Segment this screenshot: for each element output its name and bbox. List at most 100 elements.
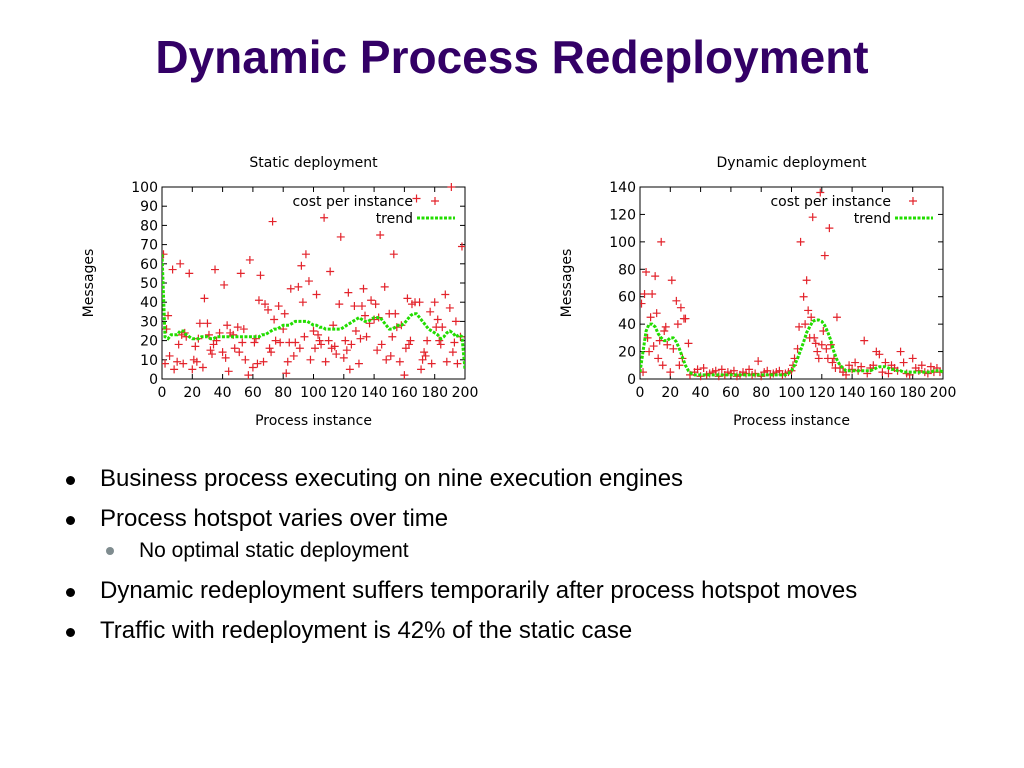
data-point [851,358,860,367]
data-point [220,280,229,289]
data-point [376,231,385,239]
data-point [170,365,179,374]
data-point [206,346,215,355]
data-point [314,330,323,339]
legend-label-points: cost per instance [770,194,891,210]
data-point [406,336,415,345]
data-point [814,354,823,363]
data-point [427,359,436,368]
sub-bullet-text: No optimal static deployment [139,539,409,562]
data-point [326,267,335,276]
trend-line [640,318,943,377]
data-point [339,353,348,362]
data-point [908,354,917,363]
x-tick-label: 200 [452,385,479,401]
data-point [200,294,209,303]
data-point [239,325,248,334]
data-point [221,353,230,362]
data-point [711,366,720,375]
data-point [207,350,216,359]
bullet-item: Dynamic redeployment suffers temporarily… [62,576,982,606]
data-point [917,361,926,370]
data-point [453,359,462,368]
data-point [342,346,351,355]
data-point [860,336,869,345]
data-point [250,338,259,347]
data-point [350,302,359,311]
y-tick-label: 20 [140,334,158,350]
data-point [359,284,368,293]
data-point [643,333,652,342]
data-point [875,350,884,359]
data-point [304,277,313,286]
x-tick-label: 80 [274,385,292,401]
data-point [808,213,817,222]
data-point [395,357,404,366]
data-point [306,355,315,364]
data-point [660,327,669,335]
data-point [380,282,389,291]
chart-title: Dynamic deployment [717,155,867,171]
data-point [286,284,295,293]
data-point [173,357,182,366]
data-point [412,194,421,203]
data-point [356,334,365,343]
x-tick-label: 60 [244,385,262,401]
data-point [658,361,667,370]
data-point [373,346,382,355]
data-point [185,269,194,278]
data-point [354,359,363,368]
data-point [241,355,250,364]
data-point [810,333,819,342]
data-point [330,342,339,351]
data-point [845,361,854,370]
data-point [174,340,183,349]
data-point [176,259,185,268]
data-point [191,342,200,351]
data-point [291,338,300,347]
data-point [693,365,702,374]
data-point [195,319,204,328]
legend-label-points: cost per instance [292,194,413,210]
y-tick-label: 80 [140,218,158,234]
data-point [699,364,708,373]
sub-bullet-item: No optimal static deployment [62,538,982,564]
data-point [445,303,454,312]
data-point [203,319,212,328]
data-point [642,268,651,277]
data-point [357,302,366,311]
data-point [324,336,333,345]
bullet-text: Business process executing on nine execu… [100,465,684,492]
plot-area [162,183,465,380]
data-point [282,369,291,378]
bullet-dot-icon [66,516,75,525]
data-point [362,332,371,341]
data-point [192,357,201,366]
data-point [648,289,657,298]
x-tick-label: 0 [636,385,645,401]
data-point [361,311,370,320]
data-point [681,314,690,323]
x-tick-label: 40 [214,385,232,401]
x-tick-label: 100 [300,385,327,401]
data-point [745,365,754,374]
data-point [825,224,834,233]
data-point [804,306,813,315]
x-tick-label: 120 [808,385,835,401]
data-point [667,276,676,285]
data-point [256,271,265,280]
data-point [436,340,445,349]
data-point [813,347,822,356]
plot-frame [639,186,944,380]
data-point [297,261,306,270]
data-point [420,348,429,357]
data-point [450,338,459,347]
x-axis-label: Process instance [255,413,372,429]
data-point [267,348,276,357]
y-tick-label: 100 [609,235,636,251]
data-point [433,315,442,324]
data-point [666,368,675,377]
data-point [884,369,893,378]
data-point [828,358,837,367]
y-tick-label: 50 [140,276,158,292]
